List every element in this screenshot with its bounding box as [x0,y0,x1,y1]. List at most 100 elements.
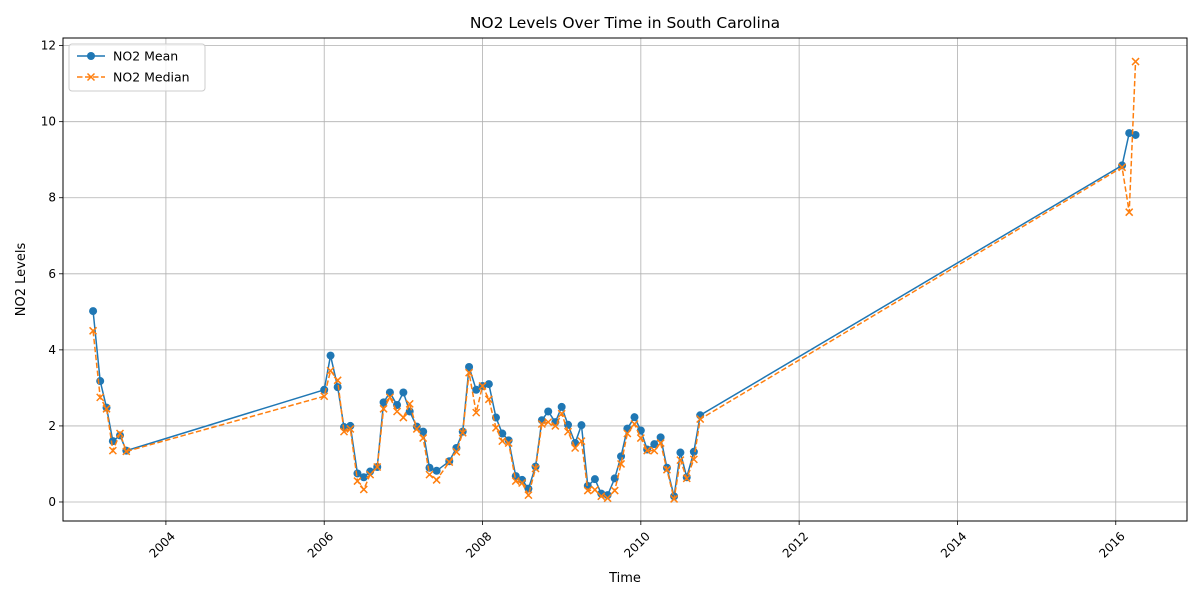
y-tick-label: 10 [41,115,56,129]
data-point-median [1125,208,1134,217]
data-point-median [676,456,685,465]
data-point-mean [630,413,639,422]
data-point-mean [1131,130,1140,139]
data-point-mean [484,380,493,389]
data-point-median [122,447,131,456]
data-point-median [1118,163,1127,172]
data-point-median [412,424,421,433]
data-point-median [108,446,117,455]
legend-marker-median [86,72,96,82]
data-point-median [1131,57,1140,66]
data-point-median [452,447,461,456]
data-point-mean [472,385,481,394]
data-point-median [544,418,553,427]
data-point-median [577,437,586,446]
data-point-median [353,477,362,486]
data-point-mean [577,421,586,430]
legend-marker-mean [87,52,95,60]
chart-title: NO2 Levels Over Time in South Carolina [470,14,780,32]
data-point-mean [108,437,117,446]
data-point-median [333,376,342,385]
series-mean [89,129,1140,501]
data-point-median [504,439,513,448]
data-point-mean [96,377,105,386]
data-point-mean [1118,161,1127,170]
data-point-median [656,439,665,448]
data-point-median [96,393,105,402]
data-point-median [339,427,349,436]
series-line-median [92,61,1137,500]
data-point-median [524,491,533,500]
data-point-mean [656,433,665,442]
data-point-mean [564,420,573,429]
data-point-median [511,477,520,486]
legend-label-mean: NO2 Mean [113,49,178,64]
data-point-median [385,393,394,402]
legend: NO2 Mean NO2 Median [68,43,206,92]
data-point-median [630,419,639,429]
data-point-median [662,465,671,474]
data-point-median [603,494,612,503]
data-point-median [696,415,705,424]
data-point-median [484,395,493,404]
data-point-mean [557,402,566,411]
data-point-median [590,485,599,494]
data-point-mean [597,489,606,498]
data-point-mean [676,448,685,457]
data-point-median [399,413,408,422]
data-point-mean [379,398,388,407]
data-point-median [689,455,698,464]
data-point-mean [590,475,599,484]
data-point-median [551,421,560,430]
x-axis-label: Time [608,571,641,586]
data-point-median [498,437,507,446]
data-point-median [405,399,414,408]
data-point-mean [320,385,329,394]
data-point-median [102,404,111,413]
legend-label-median: NO2 Median [113,70,190,85]
data-point-median [366,470,375,479]
data-point-median [445,458,454,467]
y-tick-label: 8 [48,191,56,205]
data-point-mean [610,474,619,483]
data-point-median [393,407,402,416]
plot-frame [62,37,1188,522]
data-point-median [465,368,474,377]
data-point-median [458,428,467,437]
data-point-median [326,366,335,375]
data-point-median [432,475,441,484]
y-axis-label: NO2 Levels [14,243,29,317]
data-point-median [89,326,98,335]
data-point-mean [419,427,428,436]
data-point-median [531,464,540,473]
data-point-median [557,409,566,418]
y-tick-label: 6 [48,267,56,281]
data-point-median [478,381,487,391]
data-point-median [491,423,501,432]
data-point-median [379,404,388,413]
data-point-median [425,470,434,479]
data-point-median [617,459,626,468]
data-point-median [115,429,125,438]
data-point-median [636,434,645,443]
data-point-median [419,434,428,443]
y-tick-label: 2 [48,419,56,433]
data-point-median [670,494,679,503]
data-point-median [571,443,580,453]
data-point-median [643,446,652,455]
data-point-mean [544,407,553,416]
data-point-median [518,478,527,487]
y-tick-label: 0 [48,495,56,509]
data-point-mean [412,422,421,431]
y-tick-label: 4 [48,343,56,357]
data-point-median [563,427,573,436]
data-point-median [623,429,632,438]
data-point-median [682,474,691,483]
data-point-median [373,462,382,472]
data-point-median [597,492,606,501]
data-point-median [472,408,481,417]
y-tick-label: 12 [41,39,56,53]
data-point-median [583,486,592,495]
series-median [89,57,1140,503]
